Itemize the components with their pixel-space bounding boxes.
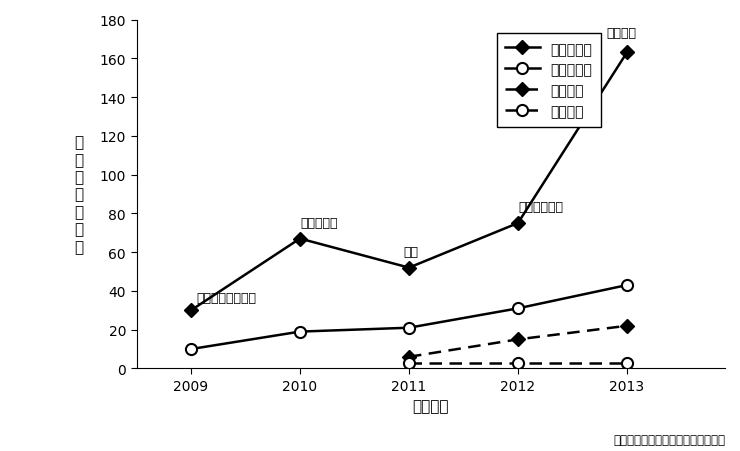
世界戦男子	[295, 236, 304, 242]
Text: オークランド: オークランド	[518, 201, 563, 214]
世界戦男子	[405, 265, 414, 271]
横浜男子	[514, 337, 522, 342]
世界戦男子	[514, 221, 522, 226]
X-axis label: 開催年度: 開催年度	[412, 399, 449, 414]
Line: 世界戦女子: 世界戦女子	[186, 280, 633, 355]
Line: 横浜女子: 横浜女子	[403, 357, 633, 368]
横浜女子	[514, 360, 522, 365]
世界戦女子	[622, 283, 631, 288]
世界戦女子	[186, 346, 195, 352]
Y-axis label: 出
場
者
数
（
人
）: 出 場 者 数 （ 人 ）	[74, 135, 84, 254]
Legend: 世界戦男子, 世界戦女子, 横浜男子, 横浜女子: 世界戦男子, 世界戦女子, 横浜男子, 横浜女子	[497, 34, 601, 128]
横浜男子	[405, 354, 414, 360]
Text: ブダペスト: ブダペスト	[300, 216, 337, 230]
横浜女子	[622, 360, 631, 365]
Text: 図中の都市名は世界選手権の開催地: 図中の都市名は世界選手権の開催地	[613, 433, 725, 446]
Text: 北京: 北京	[403, 245, 419, 258]
世界戦女子	[295, 329, 304, 335]
Text: ゴールドコースト: ゴールドコースト	[196, 292, 257, 305]
世界戦女子	[514, 306, 522, 311]
Line: 世界戦男子: 世界戦男子	[186, 49, 632, 315]
世界戦男子	[622, 51, 631, 56]
Text: ロンドン: ロンドン	[607, 27, 636, 40]
横浜男子	[622, 323, 631, 329]
世界戦女子	[405, 325, 414, 331]
世界戦男子	[186, 308, 195, 313]
Line: 横浜男子: 横浜男子	[404, 321, 632, 362]
横浜女子	[405, 360, 414, 365]
